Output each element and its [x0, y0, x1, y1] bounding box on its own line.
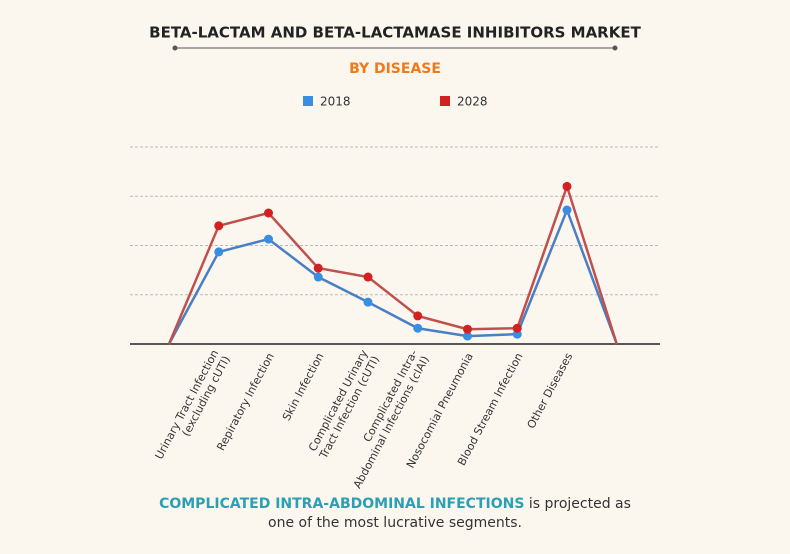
legend-label: 2028: [457, 95, 488, 109]
data-point: [413, 311, 423, 321]
data-point: [363, 297, 373, 307]
x-tick-label: Urinary Tract Infection: [153, 348, 222, 462]
legend-swatch: [440, 96, 450, 106]
chart-title: BETA-LACTAM AND BETA-LACTAMASE INHIBITOR…: [149, 24, 641, 42]
data-point: [463, 324, 472, 334]
divider-dot: [612, 45, 618, 51]
footer-text: is projected as: [529, 496, 631, 512]
data-point: [313, 272, 323, 282]
data-point: [562, 205, 572, 215]
data-point: [413, 323, 423, 333]
data-point: [214, 221, 224, 231]
footer-line2: one of the most lucrative segments.: [268, 515, 522, 531]
series-line: [167, 206, 618, 345]
x-tick-label: Other Diseases: [525, 350, 576, 430]
chart-subtitle: BY DISEASE: [349, 61, 441, 77]
data-point: [562, 181, 572, 191]
x-tick-label: Skin Infection: [280, 351, 327, 423]
data-point: [463, 331, 472, 341]
divider-dot: [172, 45, 178, 51]
footer-highlight: COMPLICATED INTRA-ABDOMINAL INFECTIONS: [159, 496, 524, 512]
legend-swatch: [303, 96, 313, 106]
data-point: [363, 272, 373, 282]
data-point: [264, 208, 273, 218]
series-line: [167, 182, 618, 345]
footer-line1: COMPLICATED INTRA-ABDOMINAL INFECTIONS i…: [159, 496, 631, 512]
data-point: [264, 234, 273, 244]
data-point: [512, 323, 522, 333]
legend-label: 2018: [320, 95, 351, 109]
data-point: [313, 263, 323, 273]
data-point: [214, 247, 224, 257]
